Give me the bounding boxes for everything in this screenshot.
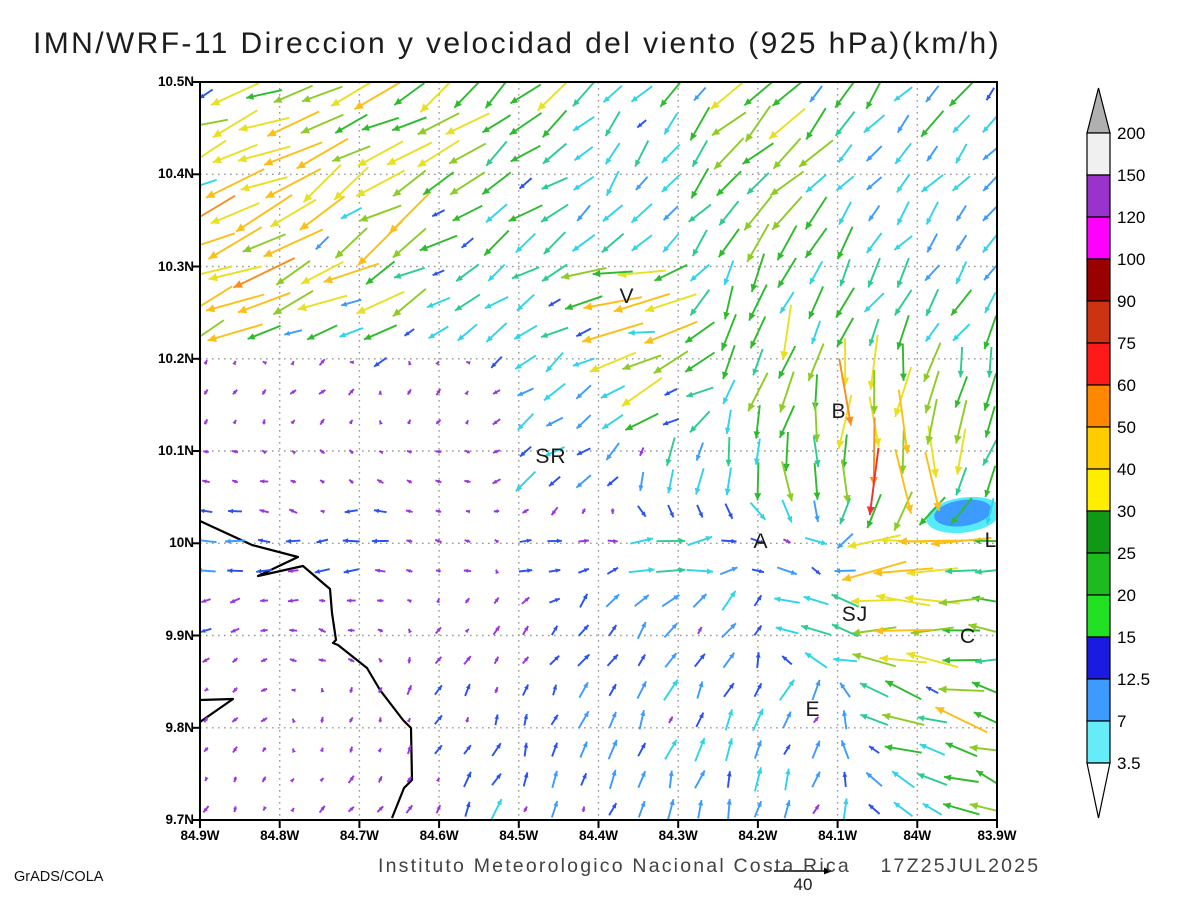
chart-title: IMN/WRF-11 Direccion y velocidad del vie… bbox=[33, 27, 1001, 60]
colorbar-tick-label: 15 bbox=[1117, 628, 1136, 647]
lat-tick-label: 9.8N bbox=[165, 719, 194, 735]
lon-tick-label: 84.7W bbox=[339, 828, 379, 843]
footer-annotation: Instituto Meteorologico Nacional Costa R… bbox=[378, 855, 1040, 878]
grads-credit: GrADS/COLA bbox=[14, 869, 104, 885]
colorbar-tick-label: 7 bbox=[1117, 712, 1127, 731]
colorbar-tick-label: 12.5 bbox=[1117, 670, 1151, 689]
station-label-sr: SR bbox=[535, 445, 567, 468]
lon-tick-label: 84.4W bbox=[578, 828, 619, 843]
lat-tick-label: 10.4N bbox=[157, 166, 194, 182]
colorbar-tick-label: 100 bbox=[1117, 250, 1146, 269]
lon-tick-label: 84.5W bbox=[499, 828, 539, 843]
lon-tick-label: 84.2W bbox=[738, 828, 778, 843]
colorbar-tick-label: 200 bbox=[1117, 124, 1146, 143]
colorbar-tick-label: 120 bbox=[1117, 208, 1146, 227]
lon-tick-label: 84.8W bbox=[260, 828, 300, 843]
colorbar-tick-label: 50 bbox=[1117, 418, 1136, 437]
colorbar-tick-label: 40 bbox=[1117, 460, 1136, 479]
lat-tick-label: 9.7N bbox=[165, 812, 194, 827]
station-label-sj: SJ bbox=[841, 603, 869, 626]
lat-tick-label: 10N bbox=[169, 535, 194, 551]
lon-tick-label: 84.1W bbox=[818, 828, 858, 843]
lat-tick-label: 10.5N bbox=[157, 74, 194, 89]
station-label-v: V bbox=[619, 285, 635, 308]
lon-tick-label: 84.3W bbox=[658, 828, 698, 843]
lon-tick-label: 84W bbox=[903, 828, 932, 843]
colorbar-tick-label: 90 bbox=[1117, 292, 1136, 311]
station-label-c: C bbox=[959, 625, 977, 648]
colorbar-tick-label: 3.5 bbox=[1117, 754, 1141, 773]
colorbar-tick-label: 150 bbox=[1117, 166, 1146, 185]
lat-tick-label: 10.1N bbox=[157, 443, 194, 458]
lon-tick-label: 84.9W bbox=[180, 828, 220, 843]
colorbar-tick-label: 25 bbox=[1117, 544, 1136, 563]
footer-institution: Instituto Meteorologico Nacional Costa R… bbox=[378, 855, 851, 877]
colorbar-tick-label: 30 bbox=[1117, 502, 1136, 521]
colorbar-tick-label: 20 bbox=[1117, 586, 1136, 605]
station-label-l: L bbox=[984, 529, 998, 552]
lon-tick-label: 83.9W bbox=[977, 828, 1017, 843]
station-label-b: B bbox=[831, 400, 847, 423]
colorbar-tick-label: 60 bbox=[1117, 376, 1136, 395]
colorbar-tick-label: 75 bbox=[1117, 334, 1136, 353]
lat-tick-label: 10.3N bbox=[157, 258, 194, 274]
lat-tick-label: 10.2N bbox=[157, 350, 194, 366]
lat-tick-label: 9.9N bbox=[165, 627, 194, 643]
station-label-a: A bbox=[753, 530, 769, 553]
station-label-e: E bbox=[805, 698, 821, 721]
reference-vector-label: 40 bbox=[793, 875, 813, 894]
footer-timestamp: 17Z25JUL2025 bbox=[880, 855, 1041, 877]
lon-tick-label: 84.6W bbox=[419, 828, 459, 843]
